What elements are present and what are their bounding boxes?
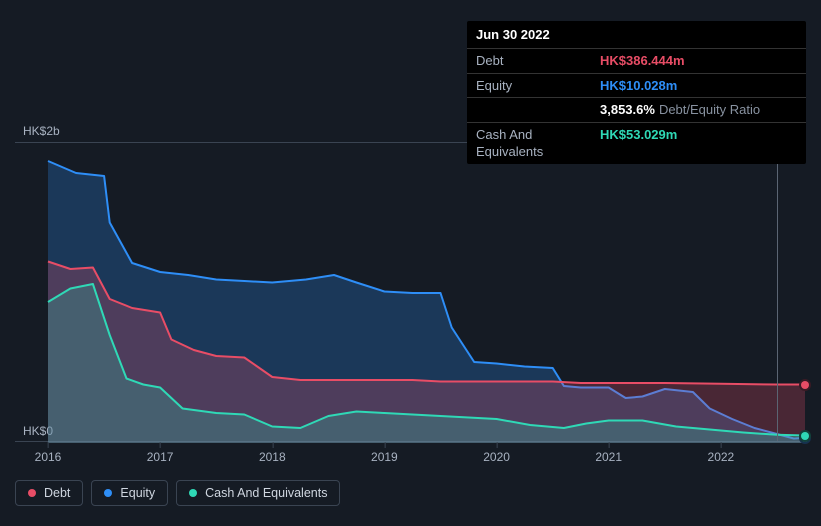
legend-dot [189, 489, 197, 497]
tooltip-row-label [476, 101, 600, 119]
x-axis-tick: 2016 [35, 450, 62, 464]
legend-label: Cash And Equivalents [205, 486, 327, 500]
tooltip-row-value: HK$53.029m [600, 126, 677, 161]
legend-item-equity[interactable]: Equity [91, 480, 168, 506]
x-axis-tick: 2019 [371, 450, 398, 464]
chart-tooltip: Jun 30 2022 DebtHK$386.444mEquityHK$10.0… [467, 21, 806, 164]
chart-plot-area[interactable] [15, 142, 805, 442]
tooltip-row: 3,853.6%Debt/Equity Ratio [467, 97, 806, 122]
x-axis-tick: 2021 [595, 450, 622, 464]
y-axis-max-label: HK$2b [23, 124, 60, 138]
chart-end-marker [801, 432, 809, 440]
tooltip-row-value: HK$10.028m [600, 77, 677, 95]
legend-label: Equity [120, 486, 155, 500]
tooltip-row: Cash And EquivalentsHK$53.029m [467, 122, 806, 164]
chart-end-marker [801, 381, 809, 389]
x-axis-tick: 2017 [147, 450, 174, 464]
tooltip-row: EquityHK$10.028m [467, 73, 806, 98]
legend-item-debt[interactable]: Debt [15, 480, 83, 506]
x-axis-tick: 2018 [259, 450, 286, 464]
legend-label: Debt [44, 486, 70, 500]
chart-legend: Debt Equity Cash And Equivalents [15, 480, 340, 506]
tooltip-row-label: Equity [476, 77, 600, 95]
chart-hover-line [777, 143, 778, 441]
tooltip-date: Jun 30 2022 [467, 21, 806, 48]
legend-item-cash-and-equivalents[interactable]: Cash And Equivalents [176, 480, 340, 506]
tooltip-row-suffix: Debt/Equity Ratio [659, 102, 760, 117]
tooltip-row-label: Debt [476, 52, 600, 70]
tooltip-row-label: Cash And Equivalents [476, 126, 600, 161]
tooltip-row-value: 3,853.6%Debt/Equity Ratio [600, 101, 760, 119]
tooltip-row: DebtHK$386.444m [467, 48, 806, 73]
legend-dot [104, 489, 112, 497]
legend-dot [28, 489, 36, 497]
x-axis: 2016 2017 2018 2019 2020 2021 2022 [15, 450, 805, 470]
x-axis-tick: 2022 [708, 450, 735, 464]
x-axis-tick: 2020 [483, 450, 510, 464]
tooltip-row-value: HK$386.444m [600, 52, 685, 70]
